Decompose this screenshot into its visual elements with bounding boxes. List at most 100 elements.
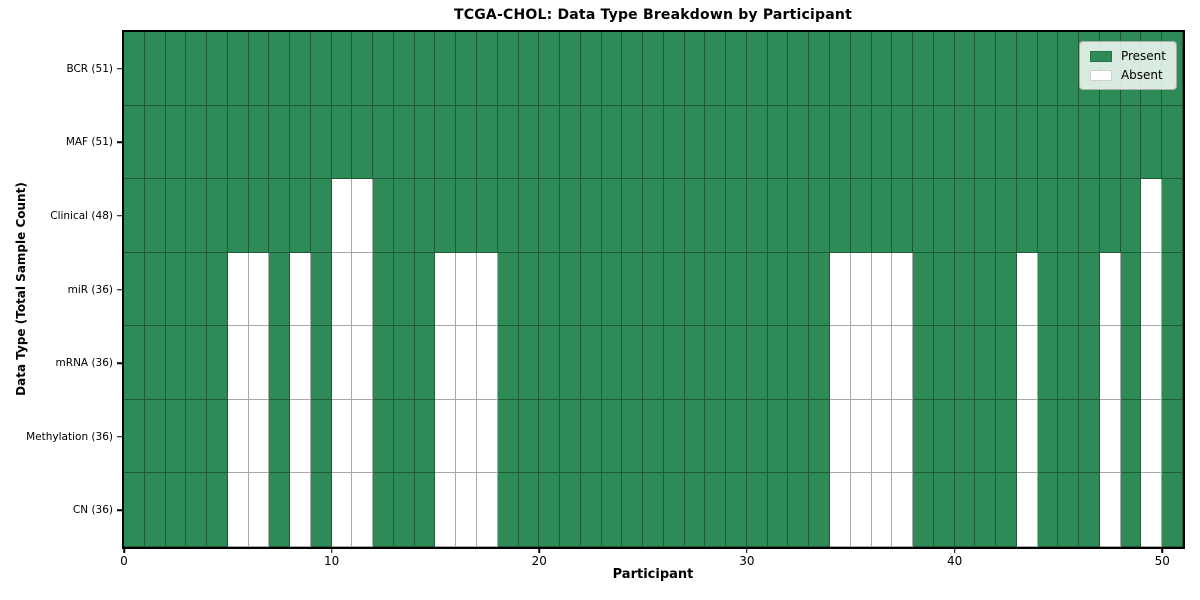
cell-maf-p7 <box>269 105 291 180</box>
cell-methylation-p41 <box>975 399 997 474</box>
cell-mrna-p9 <box>310 326 332 400</box>
cell-cn-p16 <box>456 473 477 547</box>
cell-maf-p48 <box>1120 105 1142 180</box>
cell-mrna-p4 <box>207 326 228 400</box>
cell-clinical-p45 <box>1058 179 1080 253</box>
cell-maf-p37 <box>892 105 914 180</box>
cell-clinical-p0 <box>124 179 145 253</box>
cell-mir-p42 <box>996 252 1017 327</box>
cell-mrna-p45 <box>1058 326 1080 400</box>
cell-bcr-p45 <box>1058 32 1080 106</box>
legend-label-absent: Absent <box>1120 68 1163 82</box>
cell-cn-p34 <box>829 473 851 547</box>
cell-cn-p12 <box>373 473 394 547</box>
cell-mrna-p43 <box>1016 326 1038 400</box>
cell-bcr-p20 <box>539 32 561 106</box>
cell-methylation-p20 <box>539 399 561 474</box>
cell-cn-p1 <box>144 473 166 547</box>
heatmap-grid <box>124 32 1183 547</box>
cell-maf-p43 <box>1016 105 1038 180</box>
cell-mir-p2 <box>165 252 187 327</box>
cell-mir-p46 <box>1079 252 1100 327</box>
cell-maf-p46 <box>1079 105 1100 180</box>
cell-maf-p5 <box>227 105 249 180</box>
cell-cn-p8 <box>290 473 311 547</box>
cell-mrna-p35 <box>850 326 872 400</box>
cell-cn-p3 <box>186 473 208 547</box>
cell-bcr-p19 <box>518 32 540 106</box>
cell-bcr-p17 <box>476 32 498 106</box>
cell-bcr-p10 <box>331 32 353 106</box>
cell-maf-p21 <box>560 105 581 180</box>
plot-area: 0 10 20 30 40 50 BCR (51) MAF (51) Clinical (48… <box>26 30 1185 567</box>
cell-cn-p50 <box>1162 473 1183 547</box>
cell-maf-p30 <box>746 105 768 180</box>
cell-maf-p11 <box>352 105 374 180</box>
cell-bcr-p3 <box>186 32 208 106</box>
cell-mir-p15 <box>435 252 457 327</box>
cell-cn-p49 <box>1141 473 1163 547</box>
cell-bcr-p9 <box>310 32 332 106</box>
cell-maf-p0 <box>124 105 145 180</box>
cell-methylation-p50 <box>1162 399 1183 474</box>
cell-methylation-p46 <box>1079 399 1100 474</box>
cell-mir-p25 <box>643 252 664 327</box>
cell-mir-p7 <box>269 252 291 327</box>
cell-mir-p22 <box>580 252 602 327</box>
cell-bcr-p31 <box>767 32 789 106</box>
cell-clinical-p15 <box>435 179 457 253</box>
cell-mrna-p12 <box>373 326 394 400</box>
cell-clinical-p17 <box>476 179 498 253</box>
cell-bcr-p28 <box>705 32 727 106</box>
cell-clinical-p19 <box>518 179 540 253</box>
cell-methylation-p8 <box>290 399 311 474</box>
cell-maf-p18 <box>497 105 519 180</box>
cell-cn-p39 <box>933 473 955 547</box>
cell-cn-p10 <box>331 473 353 547</box>
cell-cn-p31 <box>767 473 789 547</box>
cell-methylation-p21 <box>560 399 581 474</box>
cell-mrna-p48 <box>1120 326 1142 400</box>
cell-clinical-p43 <box>1016 179 1038 253</box>
cell-bcr-p2 <box>165 32 187 106</box>
cell-methylation-p34 <box>829 399 851 474</box>
cell-maf-p34 <box>829 105 851 180</box>
cell-mir-p16 <box>456 252 477 327</box>
cell-cn-p47 <box>1099 473 1121 547</box>
cell-mrna-p15 <box>435 326 457 400</box>
cell-maf-p15 <box>435 105 457 180</box>
cell-mir-p44 <box>1037 252 1059 327</box>
cell-cn-p6 <box>248 473 270 547</box>
cell-maf-p42 <box>996 105 1017 180</box>
cell-mrna-p0 <box>124 326 145 400</box>
cell-mir-p14 <box>414 252 436 327</box>
chart-title: TCGA-CHOL: Data Type Breakdown by Partic… <box>454 7 852 23</box>
cell-cn-p26 <box>663 473 685 547</box>
x-tick-label-0: 0 <box>120 554 128 568</box>
y-tick-mark-mir <box>117 288 122 291</box>
cell-mir-p21 <box>560 252 581 327</box>
cell-mrna-p40 <box>954 326 976 400</box>
y-tick-label-maf: MAF (51) <box>65 136 113 149</box>
cell-cn-p37 <box>892 473 914 547</box>
cell-bcr-p34 <box>829 32 851 106</box>
cell-mrna-p50 <box>1162 326 1183 400</box>
cell-mir-p29 <box>726 252 747 327</box>
cell-methylation-p42 <box>996 399 1017 474</box>
cell-mir-p39 <box>933 252 955 327</box>
cell-mrna-p44 <box>1037 326 1059 400</box>
cell-bcr-p14 <box>414 32 436 106</box>
cell-maf-p14 <box>414 105 436 180</box>
cell-methylation-p26 <box>663 399 685 474</box>
cell-mir-p12 <box>373 252 394 327</box>
cell-clinical-p4 <box>207 179 228 253</box>
cell-cn-p7 <box>269 473 291 547</box>
legend-item-present: Present <box>1089 50 1166 62</box>
cell-cn-p27 <box>684 473 706 547</box>
cell-methylation-p22 <box>580 399 602 474</box>
x-tick-label-10: 10 <box>324 554 340 568</box>
present-swatch-icon <box>1089 50 1112 62</box>
cell-clinical-p35 <box>850 179 872 253</box>
cell-cn-p32 <box>788 473 810 547</box>
cell-mrna-p23 <box>601 326 623 400</box>
